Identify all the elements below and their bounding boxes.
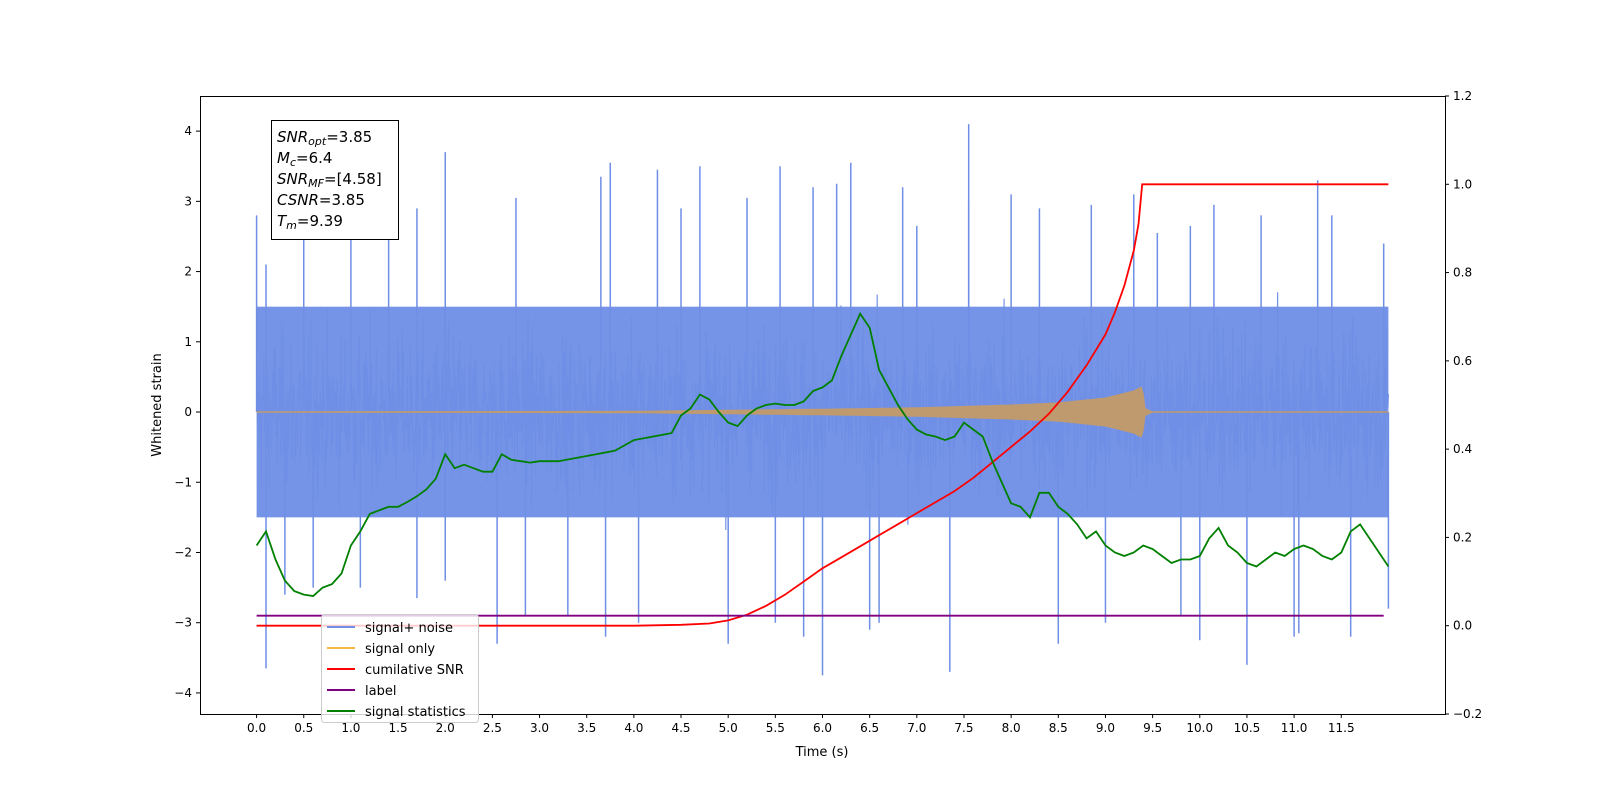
annotation-subscript: m <box>286 219 297 232</box>
signal-only-series <box>256 386 1389 438</box>
annotation-subscript: c <box>290 156 296 169</box>
x-axis: 0.0 0.5 1.0 1.5 2.0 2.5 3.0 3.5 4.0 4.5 5.0 5.5 6.0 6… <box>247 714 1355 735</box>
annotation-symbol: CSNR <box>277 191 319 209</box>
annotation-line: CSNR=3.85 <box>277 191 365 209</box>
x-tick-label: 9.0 <box>1096 721 1115 735</box>
x-tick-label: 11.5 <box>1328 721 1355 735</box>
annotation-line: SNRopt=3.85 <box>277 128 372 148</box>
x-tick-label: 7.5 <box>954 721 973 735</box>
x-tick-label: 8.5 <box>1049 721 1068 735</box>
legend-label: signal statistics <box>365 705 466 720</box>
y-left-tick-label: −2 <box>174 545 192 559</box>
cumulative-snr-line <box>256 183 1389 627</box>
legend-label: signal only <box>365 642 435 657</box>
annotation-value: =3.85 <box>319 191 365 209</box>
annotation-line: SNRMF=[4.58] <box>277 170 382 190</box>
signal-statistics-line <box>255 311 1390 597</box>
x-tick-label: 10.0 <box>1186 721 1213 735</box>
y-left-tick-label: 0 <box>184 405 192 419</box>
annotation-symbol: SNR <box>277 128 308 146</box>
x-tick-label: 0.5 <box>294 721 313 735</box>
x-tick-label: 1.5 <box>389 721 408 735</box>
x-tick-label: 4.0 <box>624 721 643 735</box>
y-left-tick-label: −4 <box>174 686 192 700</box>
plot-area <box>255 124 1390 676</box>
annotation-line: Mc=6.4 <box>277 149 332 169</box>
y-left-tick-label: −3 <box>174 616 192 630</box>
y-left-tick-label: 4 <box>184 124 192 138</box>
annotation-line: Tm=9.39 <box>277 212 343 232</box>
y-axis-right: 1.2 1.0 0.8 0.6 0.4 0.2 0.0 −0.2 <box>1445 89 1482 721</box>
x-tick-label: 6.0 <box>813 721 832 735</box>
x-tick-label: 10.5 <box>1234 721 1261 735</box>
y-left-tick-label: 1 <box>184 335 192 349</box>
annotation-symbol: T <box>277 212 288 230</box>
y-right-tick-label: 1.0 <box>1453 177 1472 191</box>
x-tick-label: 4.5 <box>671 721 690 735</box>
x-tick-label: 1.0 <box>341 721 360 735</box>
x-tick-label: 5.5 <box>766 721 785 735</box>
annotation-subscript: MF <box>308 177 324 190</box>
x-tick-label: 9.5 <box>1143 721 1162 735</box>
y-left-tick-label: −1 <box>174 475 192 489</box>
y-axis-label: Whitened strain <box>150 353 165 456</box>
x-axis-label: Time (s) <box>795 745 849 760</box>
annotation-value: =3.85 <box>326 128 372 146</box>
annotation-subscript: opt <box>308 135 327 148</box>
x-tick-label: 6.5 <box>860 721 879 735</box>
x-tick-label: 2.0 <box>436 721 455 735</box>
legend-label: signal+ noise <box>365 621 453 636</box>
annotation-value: =[4.58] <box>324 170 382 188</box>
x-tick-label: 7.0 <box>907 721 926 735</box>
x-tick-label: 3.5 <box>577 721 596 735</box>
y-right-tick-label: 0.8 <box>1453 266 1472 280</box>
y-right-tick-label: 0.0 <box>1453 619 1472 633</box>
y-right-tick-label: 1.2 <box>1453 89 1472 103</box>
x-tick-label: 0.0 <box>247 721 266 735</box>
x-tick-label: 3.0 <box>530 721 549 735</box>
legend-frame <box>321 614 479 723</box>
y-right-tick-label: 0.6 <box>1453 354 1472 368</box>
annotation-frame <box>271 120 399 240</box>
y-right-tick-label: −0.2 <box>1453 707 1482 721</box>
annotation-symbol: SNR <box>277 170 308 188</box>
x-tick-label: 8.0 <box>1002 721 1021 735</box>
legend-label: label <box>365 684 396 699</box>
x-tick-label: 5.0 <box>719 721 738 735</box>
y-left-tick-label: 2 <box>184 265 192 279</box>
annotation-symbol: M <box>277 149 290 167</box>
y-right-tick-label: 0.4 <box>1453 442 1472 456</box>
legend-label: cumilative SNR <box>365 663 464 678</box>
y-right-tick-label: 0.2 <box>1453 530 1472 544</box>
annotation-value: =6.4 <box>296 149 332 167</box>
y-axis-left: 4 3 2 1 0 −1 −2 −3 −4 <box>174 124 200 700</box>
legend: signal+ noise signal only cumilative SNR la… <box>321 614 479 723</box>
x-tick-label: 11.0 <box>1281 721 1308 735</box>
x-tick-label: 2.5 <box>483 721 502 735</box>
y-left-tick-label: 3 <box>184 194 192 208</box>
annotation-value: =9.39 <box>297 212 343 230</box>
annotation-box: SNRopt=3.85Mc=6.4SNRMF=[4.58]CSNR=3.85Tm… <box>271 120 399 240</box>
